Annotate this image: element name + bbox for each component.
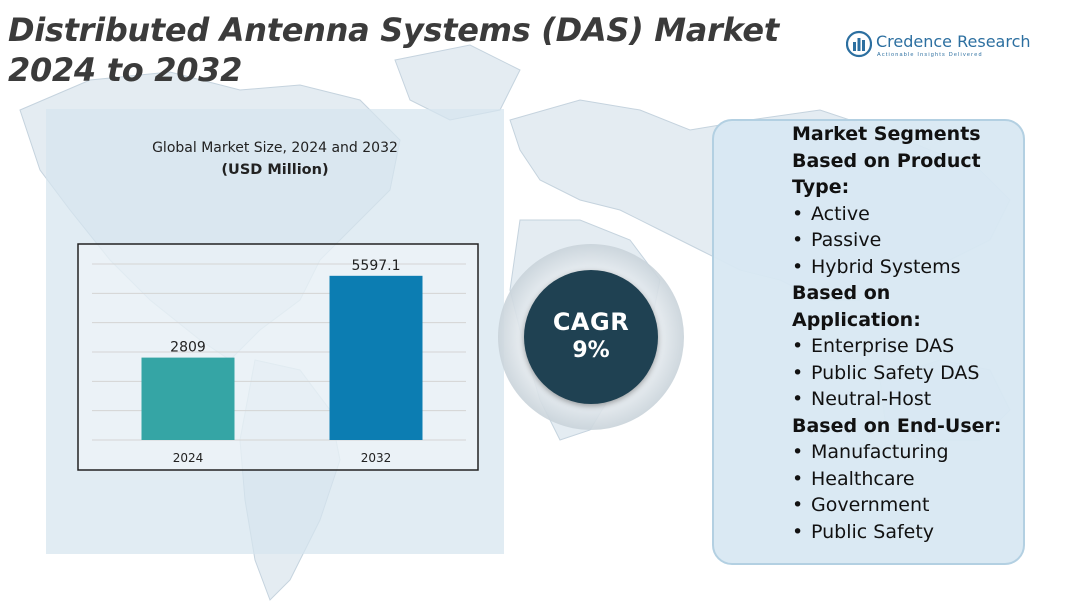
chart-unit-label: (USD Million) xyxy=(221,162,329,178)
credence-logo-icon xyxy=(846,30,872,58)
brand-tagline: Actionable Insights Delivered xyxy=(877,52,983,58)
segment-item: Active xyxy=(792,201,1022,228)
cagr-label: CAGR xyxy=(552,308,630,336)
segment-group-heading: Based on Product Type: xyxy=(792,149,981,199)
brand-logo: Credence Research Actionable Insights De… xyxy=(846,30,1036,62)
segment-item: Enterprise DAS xyxy=(792,333,1022,360)
bar-2032 xyxy=(329,275,423,440)
segment-group-heading: Based on Application: xyxy=(792,282,921,331)
segment-item: Public Safety xyxy=(792,519,1022,546)
segment-item: Healthcare xyxy=(792,466,1022,493)
segment-item: Neutral-Host xyxy=(792,386,1022,413)
bar-value-label: 5597.1 xyxy=(352,258,401,274)
segment-item: Government xyxy=(792,492,1022,519)
cagr-badge xyxy=(524,270,658,404)
bar-value-label: 2809 xyxy=(170,340,206,356)
x-tick-label: 2024 xyxy=(173,451,204,465)
segments-list: Market Segments Based on Product Type:Ac… xyxy=(792,121,1022,545)
brand-name: Credence Research xyxy=(876,32,1031,51)
chart-title: Global Market Size, 2024 and 2032 xyxy=(152,140,398,156)
segment-item: Manufacturing xyxy=(792,439,1022,466)
bar-2024 xyxy=(141,357,235,440)
segments-header: Market Segments xyxy=(792,123,981,145)
x-tick-label: 2032 xyxy=(361,451,392,465)
chart-panel xyxy=(46,109,504,554)
segment-item: Public Safety DAS xyxy=(792,360,1022,387)
segment-item: Passive xyxy=(792,227,1022,254)
page-title: Distributed Antenna Systems (DAS) Market… xyxy=(8,11,779,89)
bars xyxy=(141,275,423,440)
cagr-value: 9% xyxy=(572,338,610,363)
bar-chart: 2809 2024 5597.1 2032 xyxy=(77,243,479,471)
segment-item: Hybrid Systems xyxy=(792,254,1022,281)
bar-labels: 2809 2024 5597.1 2032 xyxy=(170,258,400,465)
segment-group-heading: Based on End-User: xyxy=(792,414,1002,437)
